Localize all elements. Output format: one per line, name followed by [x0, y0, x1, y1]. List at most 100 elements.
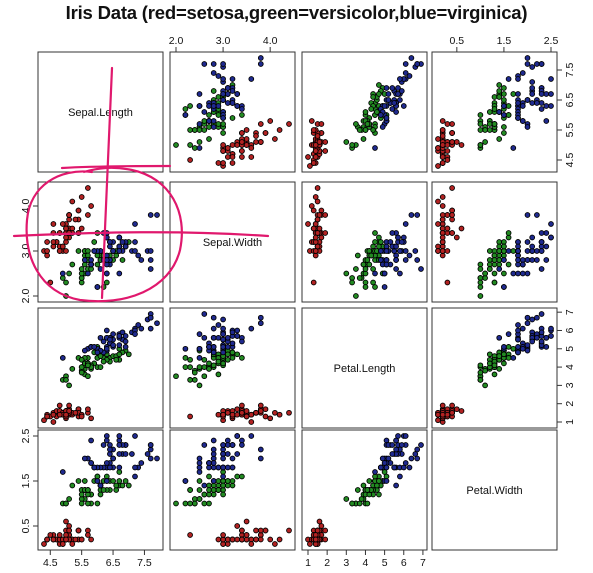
point-virginica-6: [510, 145, 517, 151]
point-virginica-43: [119, 329, 126, 336]
y-tick-label-petal-length: 2: [564, 401, 576, 407]
point-versicolor-35: [372, 230, 378, 236]
annotation-circle: [25, 166, 183, 303]
point-setosa-14: [88, 203, 94, 209]
panel-sepal-length-vs-petal-length: [301, 51, 428, 173]
point-versicolor-43: [349, 279, 355, 286]
point-virginica-34: [393, 109, 399, 115]
point-virginica-46: [196, 345, 203, 352]
point-setosa-25: [220, 142, 226, 148]
point-virginica-44: [548, 234, 554, 241]
point-versicolor-34: [75, 478, 82, 484]
point-virginica-31: [408, 55, 415, 61]
point-versicolor-29: [201, 500, 208, 507]
point-virginica-29: [220, 76, 226, 82]
point-versicolor-29: [477, 121, 484, 127]
point-virginica-6: [196, 145, 203, 151]
point-setosa-34: [224, 145, 231, 151]
point-versicolor-1: [229, 478, 236, 484]
point-virginica-41: [224, 344, 231, 350]
point-virginica-21: [81, 347, 88, 354]
point-virginica-17: [257, 61, 264, 67]
variable-label-sepal-width: Sepal.Width: [203, 237, 262, 249]
point-versicolor-7: [191, 145, 198, 151]
point-virginica-9: [548, 325, 554, 332]
point-virginica-42: [206, 460, 212, 466]
point-versicolor-40: [201, 356, 208, 363]
point-setosa-23: [453, 234, 460, 241]
point-versicolor-12: [477, 112, 484, 118]
point-virginica-22: [524, 61, 531, 67]
point-versicolor-31: [356, 275, 363, 281]
point-versicolor-25: [113, 482, 120, 489]
point-virginica-31: [408, 212, 415, 218]
point-virginica-5: [529, 64, 536, 70]
variable-label-sepal-length: Sepal.Length: [68, 107, 133, 119]
point-virginica-15: [538, 100, 545, 106]
point-versicolor-48: [196, 496, 203, 502]
point-setosa-14: [88, 415, 94, 422]
point-versicolor-8: [491, 94, 498, 100]
point-setosa-44: [322, 527, 329, 534]
point-virginica-38: [377, 112, 384, 118]
point-setosa-44: [449, 139, 455, 145]
point-virginica-48: [100, 442, 107, 448]
point-virginica-3: [215, 103, 222, 109]
point-virginica-32: [534, 257, 540, 263]
point-virginica-22: [414, 61, 421, 67]
point-virginica-19: [182, 478, 189, 484]
point-virginica-21: [81, 257, 88, 263]
panel-petal-length-vs-sepal-width: [169, 307, 296, 429]
point-virginica-46: [103, 345, 110, 352]
point-setosa-22: [305, 221, 311, 227]
point-virginica-34: [393, 266, 399, 272]
point-virginica-47: [110, 455, 116, 462]
point-versicolor-9: [69, 482, 76, 489]
point-versicolor-9: [69, 366, 76, 372]
point-virginica-44: [395, 234, 401, 241]
point-setosa-19: [444, 212, 451, 218]
point-virginica-30: [519, 70, 526, 76]
point-setosa-16: [262, 130, 269, 136]
point-virginica-14: [543, 257, 550, 263]
point-versicolor-40: [486, 127, 493, 133]
point-versicolor-40: [201, 127, 208, 133]
point-versicolor-11: [366, 478, 373, 484]
point-virginica-28: [529, 257, 536, 263]
point-versicolor-4: [501, 97, 507, 103]
point-setosa-43: [63, 518, 69, 525]
point-versicolor-41: [374, 482, 380, 489]
point-virginica-34: [496, 266, 503, 272]
point-setosa-44: [66, 527, 72, 534]
point-virginica-17: [534, 212, 540, 218]
point-virginica-10: [524, 239, 531, 245]
point-virginica-29: [397, 473, 403, 480]
point-versicolor-26: [119, 482, 126, 489]
y-tick-label-sepal-width: 2.0: [20, 289, 32, 304]
point-virginica-38: [515, 349, 521, 356]
point-versicolor-41: [496, 353, 503, 359]
point-setosa-47: [50, 536, 57, 543]
y-tick-label-petal-width: 0.5: [20, 519, 32, 534]
point-versicolor-47: [215, 487, 222, 493]
point-setosa-6: [239, 154, 245, 160]
point-virginica-30: [210, 70, 217, 76]
point-setosa-15: [286, 121, 292, 127]
y-tick-label-petal-length: 5: [564, 346, 576, 352]
point-virginica-36: [543, 103, 550, 109]
point-virginica-31: [524, 320, 531, 327]
point-setosa-31: [75, 527, 82, 534]
point-virginica-30: [138, 325, 145, 332]
point-versicolor-23: [97, 491, 104, 498]
point-virginica-46: [519, 103, 526, 109]
panel-petal-width-vs-sepal-width: [169, 429, 296, 551]
annotation-vertical-line: [100, 66, 114, 300]
point-setosa-15: [449, 121, 455, 127]
point-setosa-41: [187, 532, 193, 538]
panel-frame: [37, 429, 164, 551]
point-versicolor-37: [103, 279, 110, 286]
point-setosa-16: [262, 413, 269, 420]
point-virginica-0: [103, 327, 110, 334]
point-setosa-32: [435, 136, 441, 142]
point-setosa-46: [257, 408, 264, 414]
